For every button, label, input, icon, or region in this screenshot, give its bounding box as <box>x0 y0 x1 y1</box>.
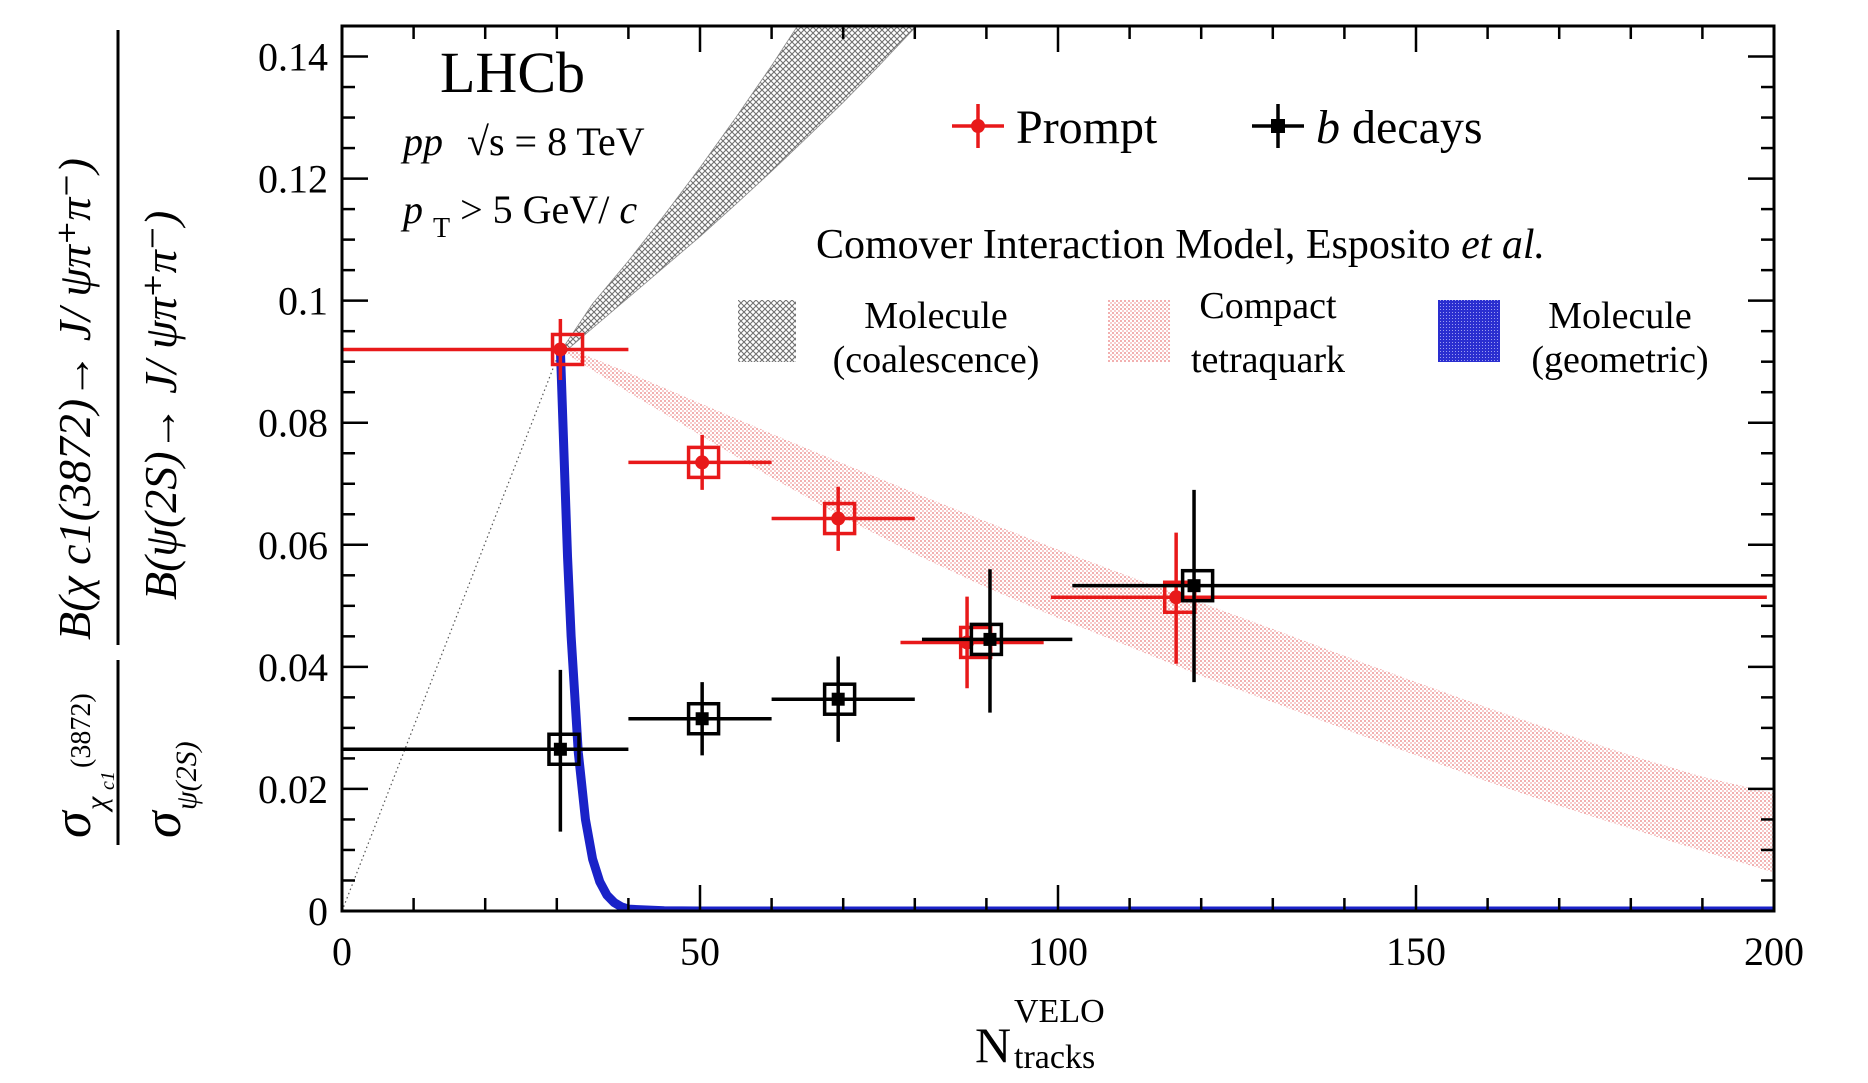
x-tick-label-2: 100 <box>1028 929 1088 974</box>
y-sigma-num: σ <box>42 809 102 838</box>
x-label-sup: VELO <box>1014 993 1105 1030</box>
pt-subscript: T <box>433 213 450 244</box>
point-b-decays-1 <box>628 682 772 756</box>
y-tick-label-7: 0.14 <box>258 35 328 80</box>
data-points <box>342 318 1774 832</box>
point-b-decays-0 <box>342 669 629 832</box>
axis-ticks: 0 50 100 150 200 0 0.02 0.04 0.06 0.08 0.1 0.12 0.14 <box>258 24 1804 974</box>
x-tick-label-0: 0 <box>332 929 352 974</box>
y-tick-label-2: 0.04 <box>258 645 328 690</box>
x-label-main: N <box>975 1017 1011 1073</box>
y-tick-label-6: 0.12 <box>258 157 328 202</box>
legend-tetraquark-swatch <box>1108 300 1170 362</box>
marker-b-decays-2 <box>831 692 845 706</box>
y-tick-label-4: 0.08 <box>258 401 328 446</box>
marker-prompt-2 <box>831 511 846 526</box>
syst-box-b-decays-1 <box>686 701 721 736</box>
syst-box-prompt-0 <box>550 332 585 367</box>
pp-label: pp <box>400 119 443 164</box>
compact-tetraquark-band <box>563 346 1774 873</box>
y-sigma-num-subsub: c1 <box>97 771 119 790</box>
x-tick-label-3: 150 <box>1386 929 1446 974</box>
legend-geometric-line2: (geometric) <box>1531 339 1708 381</box>
x-tick-label-4: 200 <box>1744 929 1804 974</box>
pt-p: p <box>400 187 423 232</box>
legend-coalescence-line1: Molecule <box>864 295 1008 337</box>
x-tick-label-1: 50 <box>680 929 720 974</box>
marker-b-decays-1 <box>695 712 709 726</box>
x-axis-label: N <box>975 1017 1011 1073</box>
experiment-label: LHCb <box>440 40 585 105</box>
point-prompt-1 <box>628 434 772 490</box>
marker-b-decays-0 <box>553 742 567 756</box>
syst-box-prompt-2 <box>822 501 857 536</box>
syst-box-b-decays-4 <box>1180 568 1215 603</box>
y-tick-label-5: 0.1 <box>278 279 328 324</box>
pt-cut: > 5 GeV/ <box>460 187 610 232</box>
y-br-den: B(ψ(2S)→ J/ ψπ⁺π⁻) <box>135 211 186 600</box>
legend-coalescence-swatch <box>738 300 796 362</box>
point-prompt-2 <box>771 486 915 551</box>
y-sigma-den: σ <box>132 809 192 838</box>
y-sigma-den-sub: ψ(2S) <box>170 741 203 810</box>
marker-b-decays-3 <box>983 632 997 646</box>
marker-b-decays-4 <box>1187 579 1201 593</box>
y-axis-label: σ χ c1 (3872) σ ψ(2S) B(χ c1(3872)→ J/ ψ… <box>42 30 203 845</box>
molecule-coalescence-band <box>563 26 917 354</box>
legend-coalescence-line2: (coalescence) <box>833 339 1040 381</box>
x-label-sub: tracks <box>1014 1039 1095 1076</box>
model-title-main: Comover Interaction Model, Esposito <box>816 222 1461 268</box>
marker-prompt-4 <box>1169 590 1184 605</box>
model-title: Comover Interaction Model, Esposito et a… <box>816 222 1545 268</box>
point-b-decays-4 <box>1072 489 1774 683</box>
legend-b-label: b decays <box>1316 101 1483 154</box>
legend-b-marker <box>1271 119 1285 133</box>
legend-geometric-swatch <box>1438 300 1500 362</box>
conditions-line-2: p T > 5 GeV/ c <box>400 187 637 246</box>
point-b-decays-3 <box>921 569 1073 713</box>
pt-c: c <box>619 187 637 232</box>
syst-box-prompt-1 <box>686 445 721 480</box>
point-prompt-0 <box>342 318 629 380</box>
syst-box-b-decays-2 <box>822 682 857 716</box>
legend-b-decays: b decays <box>1252 101 1483 154</box>
legend-tetraquark-line1: Compact <box>1199 285 1337 327</box>
marker-prompt-1 <box>695 455 710 470</box>
model-title-italic: et al. <box>1461 222 1545 268</box>
legend-b-italic: b <box>1316 101 1340 154</box>
legend-prompt-label: Prompt <box>1016 101 1158 154</box>
conditions-line-1: pp √s = 8 TeV <box>400 119 645 164</box>
syst-box-b-decays-0 <box>547 732 581 767</box>
point-b-decays-2 <box>771 656 915 742</box>
y-tick-label-3: 0.06 <box>258 523 328 568</box>
y-tick-label-0: 0 <box>308 889 328 934</box>
y-sigma-num-sub: χ <box>80 796 113 813</box>
legend-b-rest: decays <box>1352 101 1483 154</box>
legend-prompt: Prompt <box>952 101 1158 154</box>
legend-tetraquark-line2: tetraquark <box>1191 339 1345 381</box>
dotted-guide-line <box>342 349 561 911</box>
legend-geometric-line1: Molecule <box>1548 295 1692 337</box>
y-sigma-num-sup: (3872) <box>66 693 97 768</box>
syst-box-b-decays-3 <box>969 622 1004 657</box>
sqrt-s-label: √s = 8 TeV <box>467 119 645 164</box>
marker-prompt-0 <box>553 342 568 357</box>
y-tick-label-1: 0.02 <box>258 767 328 812</box>
y-br-num: B(χ c1(3872)→ J/ ψπ⁺π⁻) <box>49 158 100 640</box>
legend-prompt-marker <box>971 119 985 133</box>
